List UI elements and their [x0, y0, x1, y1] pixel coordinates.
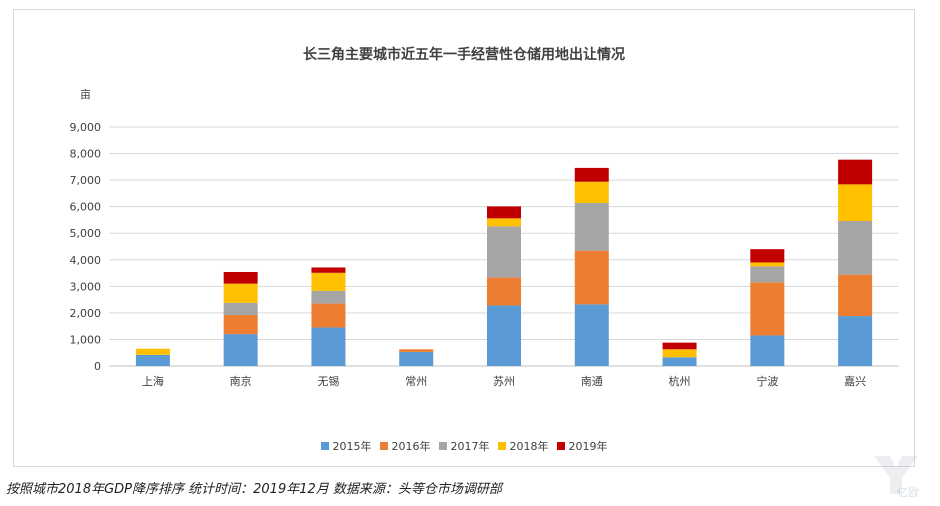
- y-tick-label: 0: [94, 360, 101, 373]
- legend-swatch: [556, 442, 565, 450]
- legend-swatch: [438, 442, 447, 450]
- bar-segment: [838, 221, 873, 275]
- y-tick-label: 9,000: [70, 121, 102, 134]
- stacked-bar-chart: 0 1,000 2,000 3,000 4,000 5,000 6,000 7,000 8,00…: [70, 121, 899, 388]
- source-footnote: 按照城市2018年GDP降序排序 统计时间：2019年12月 数据来源：头等仓市…: [6, 482, 502, 497]
- legend-item: 2015年: [320, 438, 372, 454]
- legend-label: 2019年: [568, 440, 608, 453]
- bar-segment: [574, 202, 609, 251]
- bar-segment: [838, 316, 873, 366]
- chart-frame: 长三角主要城市近五年一手经营性仓储用地出让情况 亩 0 1,000 2,000 3,0…: [13, 9, 915, 467]
- x-tick-label: 无锡: [317, 374, 339, 388]
- bar-segment: [574, 250, 609, 305]
- watermark-text: 亿欧: [897, 486, 919, 499]
- bar-segment: [750, 266, 785, 283]
- bar-segment: [750, 249, 785, 263]
- bar-segment: [223, 271, 258, 284]
- legend-label: 2017年: [450, 440, 490, 453]
- chart-title: 长三角主要城市近五年一手经营性仓储用地出让情况: [303, 47, 625, 63]
- x-tick-label: 常州: [405, 375, 427, 388]
- y-tick-label: 3,000: [70, 280, 102, 293]
- bar-segment: [487, 218, 521, 227]
- y-tick-label: 6,000: [70, 201, 102, 214]
- bar-segment: [662, 357, 697, 366]
- bar-segment: [487, 305, 521, 366]
- legend-label: 2015年: [332, 440, 372, 453]
- y-tick-label: 5,000: [70, 227, 102, 240]
- x-tick-label: 南通: [581, 375, 603, 388]
- bar-segment: [838, 159, 873, 185]
- legend-swatch: [497, 442, 506, 450]
- legend-swatch: [379, 442, 388, 450]
- legend-label: 2018年: [509, 440, 549, 453]
- legend-item: 2016年: [379, 438, 431, 454]
- x-tick-label: 南京: [230, 374, 252, 388]
- bar-segment: [750, 262, 785, 267]
- legend-swatch: [320, 442, 329, 450]
- legend-label: 2016年: [391, 440, 431, 453]
- yiou-logo-icon: [874, 456, 918, 494]
- legend-item: 2019年: [556, 438, 608, 454]
- x-tick-label: 嘉兴: [844, 374, 866, 388]
- bar-segment: [662, 349, 697, 358]
- bar-segment: [487, 206, 521, 219]
- bar-segment: [399, 349, 434, 352]
- chart-legend: 2015年 2016年 2017年 2018年 2019年: [14, 438, 914, 454]
- x-tick-label: 宁波: [756, 374, 778, 388]
- bar-segment: [135, 348, 170, 355]
- bar-segment: [399, 351, 434, 366]
- bar-segment: [750, 335, 785, 366]
- bar-segment: [311, 290, 346, 304]
- bar-segment: [311, 303, 346, 328]
- bar-segment: [662, 342, 697, 350]
- bar-segment: [487, 226, 521, 278]
- bar-segment: [487, 277, 521, 306]
- y-axis-unit-label: 亩: [80, 88, 91, 101]
- bar-segment: [223, 334, 258, 366]
- bar-segment: [223, 315, 258, 335]
- y-tick-label: 1,000: [70, 333, 102, 346]
- bar-segment: [750, 282, 785, 336]
- bar-segment: [574, 181, 609, 203]
- y-tick-label: 2,000: [70, 307, 102, 320]
- bar-segment: [311, 272, 346, 291]
- bar-segment: [223, 283, 258, 303]
- bar-segment: [223, 302, 258, 316]
- x-tick-label: 上海: [142, 374, 164, 388]
- bar-segment: [838, 184, 873, 222]
- bar-segment: [574, 167, 609, 182]
- bar-segment: [311, 327, 346, 366]
- y-tick-label: 7,000: [70, 174, 102, 187]
- bar-segment: [135, 354, 170, 366]
- legend-item: 2017年: [438, 438, 490, 454]
- legend-item: 2018年: [497, 438, 549, 454]
- bar-segment: [311, 267, 346, 273]
- bar-segment: [574, 304, 609, 366]
- y-tick-label: 4,000: [70, 254, 102, 267]
- bar-segment: [838, 274, 873, 317]
- y-tick-label: 8,000: [70, 148, 102, 161]
- x-tick-label: 苏州: [493, 375, 515, 388]
- x-tick-label: 杭州: [669, 374, 691, 388]
